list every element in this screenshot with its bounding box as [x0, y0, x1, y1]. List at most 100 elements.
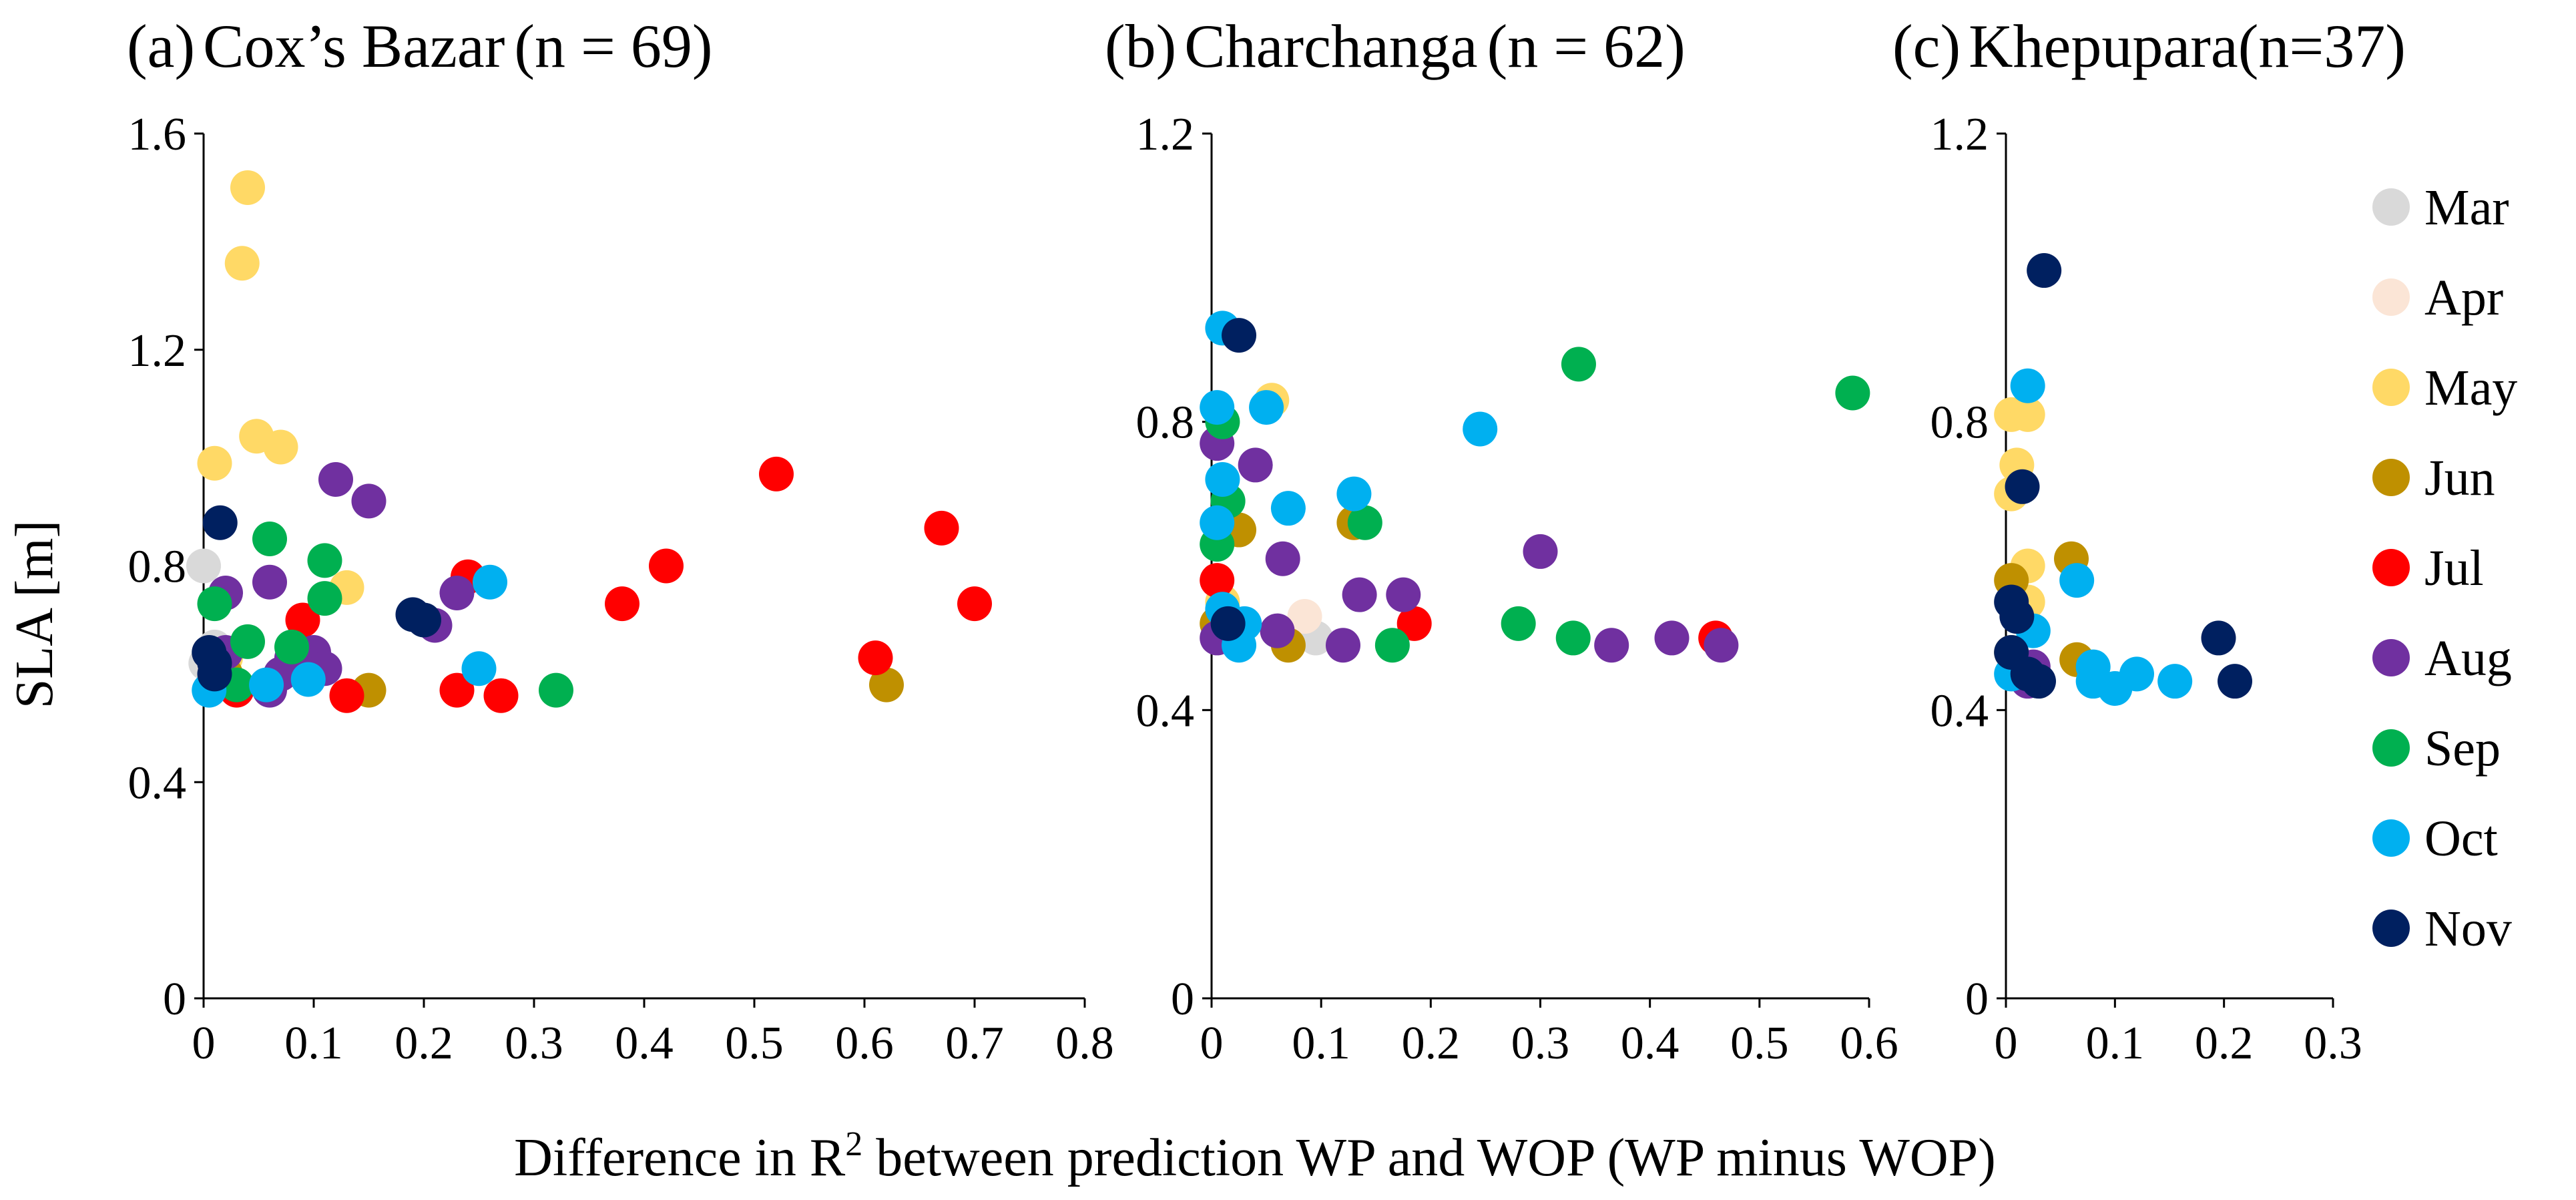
x-axis-label: Difference in R2 between prediction WP a… — [514, 1125, 1996, 1187]
data-point-jul — [605, 586, 639, 622]
x-tick-label: 0.2 — [2195, 1018, 2254, 1069]
data-point-sep — [1835, 375, 1870, 411]
data-point-sep — [539, 672, 573, 708]
data-point-jul — [483, 678, 519, 713]
data-point-aug — [252, 564, 287, 600]
data-point-oct — [1270, 491, 1306, 526]
data-point-sep — [197, 586, 232, 622]
x-tick-label: 0.4 — [615, 1018, 674, 1069]
data-point-jul — [649, 548, 684, 584]
legend-label-aug: Aug — [2424, 630, 2512, 686]
x-tick-label: 0.7 — [945, 1018, 1004, 1069]
x-tick-label: 0.5 — [1730, 1018, 1789, 1069]
legend-marker-jul — [2372, 549, 2410, 586]
data-point-oct — [2075, 664, 2111, 699]
series-sep — [197, 522, 573, 708]
y-tick-label: 0.8 — [128, 542, 187, 593]
y-tick-label: 1.2 — [1136, 109, 1195, 160]
y-tick-label: 0.4 — [128, 757, 187, 809]
data-point-nov — [1222, 318, 1257, 353]
data-point-oct — [2010, 368, 2045, 403]
data-point-jul — [957, 586, 992, 622]
data-point-nov — [2027, 253, 2062, 288]
legend-marker-jun — [2372, 459, 2410, 496]
data-point-nov — [407, 602, 441, 638]
y-tick-label: 0.8 — [1136, 397, 1195, 449]
data-point-nov — [2218, 664, 2252, 699]
data-point-nov — [2005, 469, 2040, 504]
data-point-may — [2010, 397, 2045, 432]
data-point-apr — [1287, 599, 1322, 634]
x-tick-label: 0.3 — [505, 1018, 563, 1069]
data-point-jul — [858, 640, 893, 676]
data-point-oct — [2157, 664, 2193, 699]
legend-label-sep: Sep — [2424, 721, 2501, 777]
panel-b-charchanga: 0 0.4 0.8 1.2 0 0.1 0.2 0.3 0.4 0.5 0.6 — [1136, 109, 1898, 1069]
y-tick-label: 0.4 — [1930, 685, 1989, 737]
data-point-aug — [318, 462, 353, 497]
x-tick-label: 0.6 — [1840, 1018, 1898, 1069]
x-tick-label: 0.8 — [1055, 1018, 1114, 1069]
legend-label-may: May — [2424, 360, 2517, 416]
data-point-oct — [1336, 476, 1372, 512]
data-point-oct — [461, 651, 497, 686]
data-point-jul — [1396, 606, 1432, 641]
panel-b-title: (b) Charchanga (n = 62) — [1105, 12, 1686, 80]
panel-a-title: (a) Cox’s Bazar (n = 69) — [127, 12, 713, 80]
data-point-jul — [759, 456, 794, 491]
data-point-oct — [1205, 462, 1240, 497]
legend-marker-oct — [2372, 819, 2410, 857]
series-apr — [1287, 599, 1322, 634]
legend-label-nov: Nov — [2424, 901, 2512, 957]
data-point-may — [197, 445, 232, 481]
y-tick-label: 0.8 — [1930, 397, 1989, 449]
data-point-oct — [1200, 390, 1235, 425]
y-tick-label: 1.6 — [128, 109, 187, 160]
legend-marker-may — [2372, 369, 2410, 406]
y-tick-label: 0 — [1965, 974, 1989, 1025]
data-point-sep — [1555, 620, 1591, 656]
x-tick-label: 0.6 — [835, 1018, 894, 1069]
data-point-jul — [924, 510, 959, 546]
series-sep — [1200, 347, 1870, 663]
legend-marker-aug — [2372, 639, 2410, 676]
data-point-sep — [307, 543, 342, 578]
data-point-aug — [1523, 534, 1558, 569]
data-point-sep — [1501, 606, 1536, 641]
data-point-nov — [1210, 606, 1246, 641]
data-point-aug — [1326, 628, 1360, 663]
data-point-aug — [1265, 541, 1300, 576]
data-point-aug — [1260, 613, 1295, 648]
x-tick-label: 0.3 — [2304, 1018, 2362, 1069]
data-point-oct — [249, 667, 284, 703]
data-point-aug — [1238, 447, 1273, 483]
x-tick-label: 0.4 — [1621, 1018, 1680, 1069]
data-point-jul — [439, 672, 475, 708]
data-point-nov — [202, 505, 238, 540]
panel-c-title: (c) Khepupara(n=37) — [1892, 12, 2406, 80]
x-tick-label: 0.2 — [395, 1018, 453, 1069]
data-point-aug — [1342, 577, 1377, 612]
legend-marker-mar — [2372, 188, 2410, 226]
series-nov — [1994, 253, 2252, 699]
x-tick-label: 0.1 — [284, 1018, 343, 1069]
legend-marker-nov — [2372, 910, 2410, 947]
data-point-sep — [307, 581, 342, 616]
data-point-oct — [473, 564, 507, 600]
data-point-aug — [1594, 628, 1629, 663]
x-tick-label: 0 — [192, 1018, 216, 1069]
data-point-sep — [1374, 628, 1410, 663]
y-axis-label: SLA [m] — [5, 520, 64, 709]
data-point-sep — [1561, 347, 1596, 382]
y-tick-label: 0 — [163, 974, 186, 1025]
legend-label-mar: Mar — [2424, 180, 2509, 236]
data-point-nov — [2010, 656, 2045, 692]
series-nov — [1210, 318, 1257, 641]
data-point-aug — [351, 483, 387, 519]
legend-label-jun: Jun — [2424, 450, 2495, 506]
data-point-sep — [230, 624, 265, 659]
data-point-jul — [285, 602, 320, 638]
x-tick-label: 0.2 — [1402, 1018, 1461, 1069]
data-point-oct — [1200, 505, 1235, 540]
